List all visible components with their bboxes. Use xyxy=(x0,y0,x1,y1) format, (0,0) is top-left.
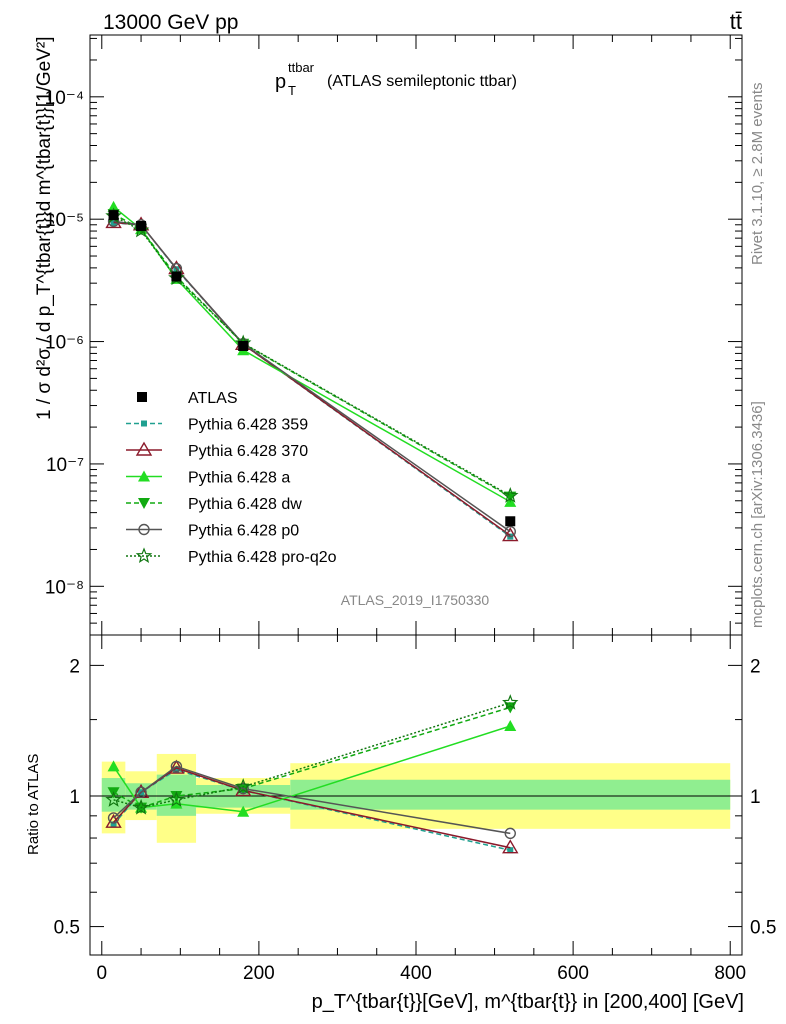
marker-square xyxy=(238,340,249,351)
main-frame xyxy=(89,34,743,636)
series-line-main xyxy=(113,206,511,503)
ratio-ytick-label: 1 xyxy=(69,787,80,808)
x-axis-label: p_T^{tbar{t}}[GeV], m^{tbar{t}} in [200,… xyxy=(312,991,744,1013)
series-line-main xyxy=(113,221,511,537)
ratio-ytick-label: 0.5 xyxy=(54,918,80,939)
plot-title: p xyxy=(275,71,286,93)
marker-star xyxy=(168,791,185,807)
marker-square xyxy=(137,392,147,402)
ratio-band-stat xyxy=(290,779,731,810)
y-axis-label-main: 1 / σ d²σ / d p_T^{tbar{t}}d m^{tbar{t}}… xyxy=(34,36,55,420)
ratio-series-group xyxy=(105,694,519,854)
marker-triangle-down xyxy=(504,491,517,503)
marker-triangle-open xyxy=(135,441,153,456)
marker-circle-open xyxy=(237,782,249,795)
series-line-main xyxy=(113,220,511,533)
series-line-ratio xyxy=(113,702,511,809)
marker-star xyxy=(132,798,150,815)
xtick-label: 600 xyxy=(557,963,589,984)
marker-circle-open xyxy=(107,812,120,824)
analysis-id: ATLAS_2019_I1750330 xyxy=(341,592,490,608)
main-series-group xyxy=(105,200,519,542)
marker-circle-open xyxy=(504,525,516,538)
marker-circle-open xyxy=(504,827,516,840)
marker-triangle xyxy=(504,719,517,731)
marker-square xyxy=(505,516,516,527)
legend-label: Pythia 6.428 dw xyxy=(188,496,302,513)
main-ytick-label: 10⁻⁷ xyxy=(46,455,84,476)
marker-triangle xyxy=(138,470,150,482)
ratio-ytick-label-right: 2 xyxy=(750,656,761,677)
xtick-label: 200 xyxy=(243,963,275,984)
legend-label: Pythia 6.428 a xyxy=(188,470,290,487)
main-ytick-label: 10⁻⁸ xyxy=(45,577,84,598)
marker-square xyxy=(507,847,514,854)
marker-circle-open xyxy=(135,786,147,798)
plot-title-sup: ttbar xyxy=(288,60,315,75)
marker-triangle-down xyxy=(170,790,183,802)
xtick-label: 0 xyxy=(96,963,107,984)
marker-star xyxy=(135,547,153,564)
series-line-main xyxy=(113,213,511,498)
plot-title-main: p xyxy=(275,71,286,93)
xtick-label: 800 xyxy=(714,963,746,984)
marker-star xyxy=(234,778,252,794)
ratio-ytick-label-right: 0.5 xyxy=(750,918,776,939)
plot-frames: 10⁻⁸ 10⁻⁷ 10⁻⁶ 10⁻⁵ 10⁻⁴ 0.5 0.5 1 1 2 2 0 200 400 600… xyxy=(45,34,776,984)
marker-square xyxy=(110,821,117,828)
legend: ATLAS Pythia 6.428 359 Pythia 6.428 370 Pyt… xyxy=(126,390,337,566)
legend-label: Pythia 6.428 359 xyxy=(188,417,308,434)
ratio-ytick-label-right: 1 xyxy=(750,787,761,808)
marker-triangle xyxy=(107,760,120,772)
marker-star xyxy=(501,487,519,503)
marker-star xyxy=(105,791,122,807)
xtick-label: 400 xyxy=(400,963,432,984)
main-ytick-label: 10⁻⁵ xyxy=(45,210,84,231)
y-axis-label-ratio: Ratio to ATLAS xyxy=(25,754,42,855)
rivet-label: Rivet 3.1.10, ≥ 2.8M events xyxy=(749,83,766,266)
marker-square xyxy=(108,210,119,221)
legend-label: Pythia 6.428 pro-q2o xyxy=(188,549,337,566)
marker-square xyxy=(136,220,147,231)
marker-star xyxy=(502,694,519,710)
series-line-main xyxy=(113,215,511,497)
legend-label: Pythia 6.428 p0 xyxy=(188,523,299,540)
main-ytick-label: 10⁻⁴ xyxy=(45,88,84,109)
ratio-ytick-label: 2 xyxy=(69,656,80,677)
marker-square xyxy=(141,420,147,427)
process-label: tt̄ xyxy=(730,9,742,34)
marker-circle-open xyxy=(170,760,183,773)
main-ytick-label: 10⁻⁶ xyxy=(45,333,84,354)
plot-title-sub: T xyxy=(288,83,296,98)
marker-star xyxy=(132,221,150,238)
legend-label: ATLAS xyxy=(188,390,238,407)
legend-label: Pythia 6.428 370 xyxy=(188,443,308,460)
mcplots-label: mcplots.cern.ch [arXiv:1306.3436] xyxy=(749,401,766,628)
marker-square xyxy=(171,271,182,282)
energy-label: 13000 GeV pp xyxy=(103,11,238,34)
plot-title-rest: (ATLAS semileptonic ttbar) xyxy=(327,73,517,90)
marker-triangle-down xyxy=(138,498,150,509)
marker-triangle xyxy=(237,805,250,817)
marker-square xyxy=(173,766,180,773)
series-line-ratio xyxy=(113,765,511,835)
marker-triangle-open xyxy=(502,839,519,854)
marker-circle-open xyxy=(138,523,150,536)
